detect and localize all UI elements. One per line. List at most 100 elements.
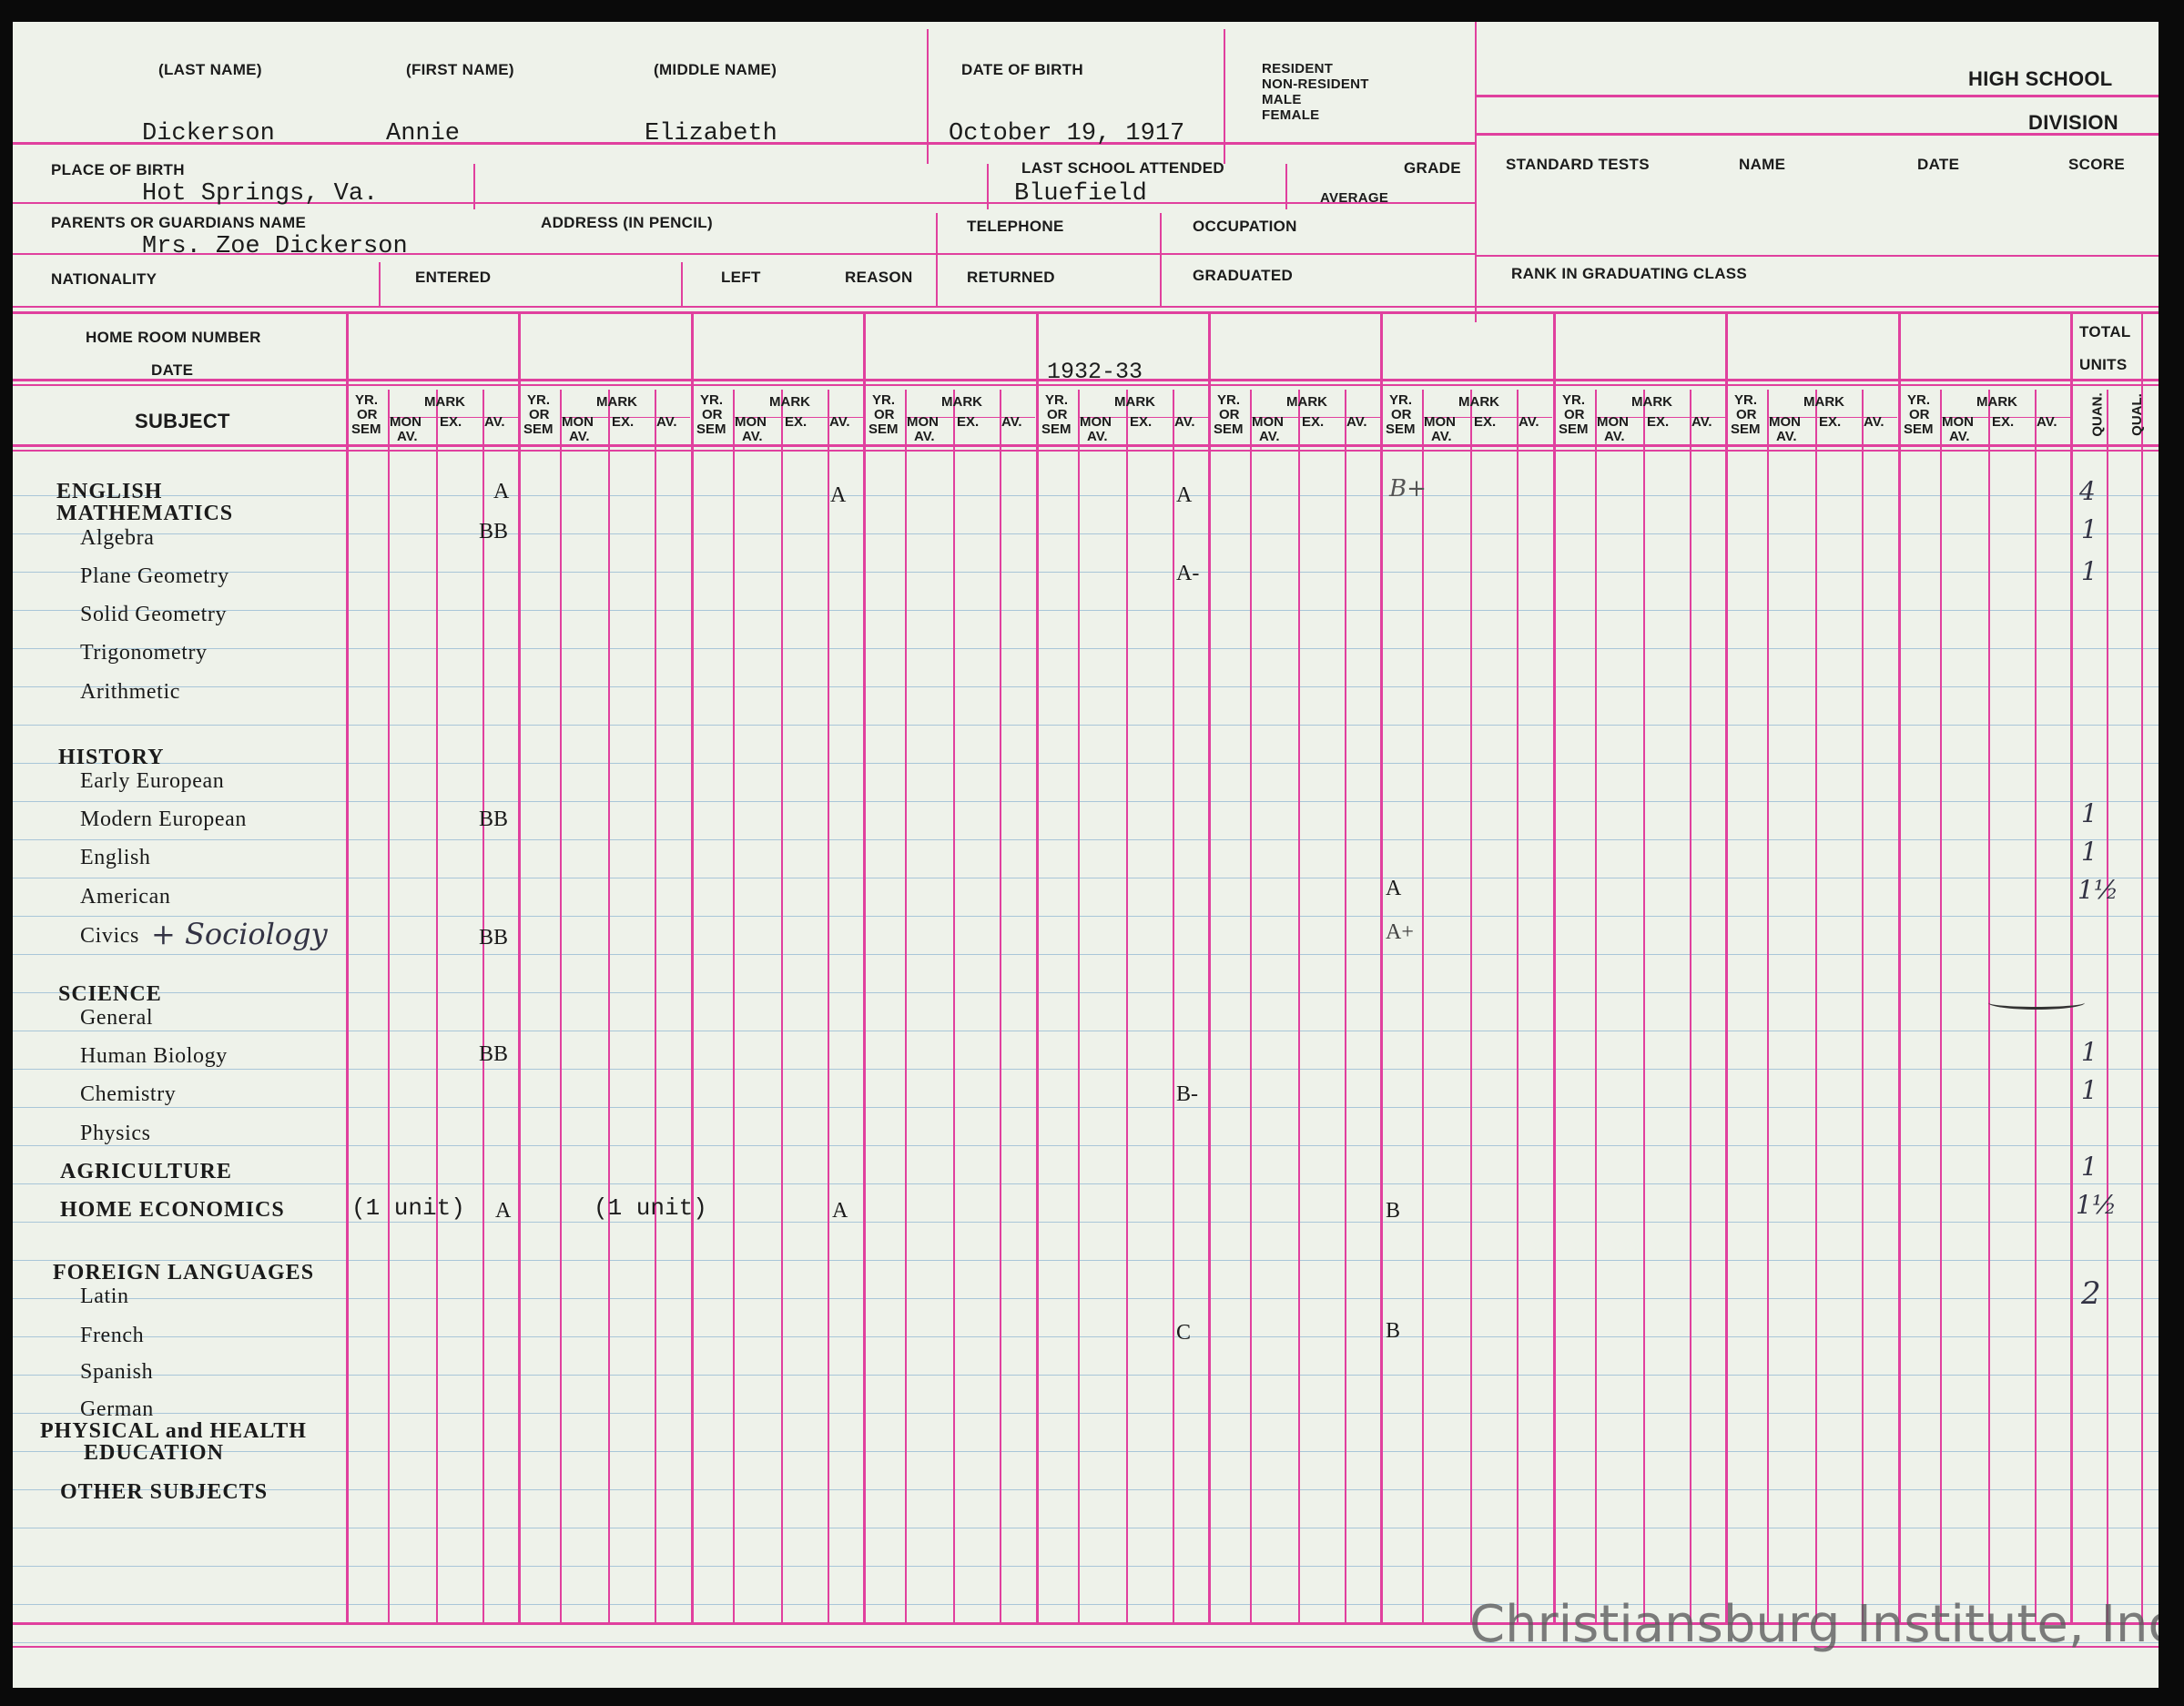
mark-human-biology: BB <box>479 1042 509 1066</box>
rule-h <box>1475 255 2159 257</box>
rule-v <box>927 29 929 164</box>
school-year: 1932-33 <box>1047 359 1143 385</box>
col-ex-label: EX. <box>1647 414 1670 430</box>
col-yr-label: YR. <box>872 392 896 408</box>
standard-tests-label: STANDARD TESTS <box>1506 156 1650 173</box>
subject-physics: Physics <box>80 1122 151 1145</box>
blue-rule <box>13 1222 2159 1223</box>
rule-v <box>379 262 381 308</box>
units-algebra: 1 <box>2081 514 2098 544</box>
col-ex-label: EX. <box>1819 414 1842 430</box>
subject-agriculture: AGRICULTURE <box>60 1160 232 1183</box>
telephone-label: TELEPHONE <box>967 218 1064 235</box>
blue-rule <box>13 572 2159 573</box>
col-mark-label: MARK <box>769 394 810 410</box>
sub-rule <box>828 390 829 1624</box>
occupation-label: OCCUPATION <box>1193 218 1297 235</box>
col-yr-label: YR. <box>1734 392 1758 408</box>
tests-name-label: NAME <box>1739 156 1786 173</box>
sub-rule <box>1767 390 1769 1624</box>
female-label: FEMALE <box>1262 107 1320 123</box>
blue-rule <box>13 1336 2159 1337</box>
col-mark-label: MARK <box>1458 394 1499 410</box>
tests-score-label: SCORE <box>2068 156 2125 173</box>
col-or-label: OR <box>1219 407 1240 422</box>
col-av-label: AV. <box>1174 414 1195 430</box>
col-yr-label: YR. <box>1045 392 1069 408</box>
col-mon-label: MON <box>390 414 422 430</box>
subject-solid-geometry: Solid Geometry <box>80 603 228 626</box>
subject-arithmetic: Arithmetic <box>80 680 180 704</box>
mark-rule <box>388 417 518 418</box>
units-rule <box>2070 313 2073 1624</box>
total-label: TOTAL <box>2079 323 2131 340</box>
blue-rule <box>13 1260 2159 1261</box>
col-sem-label: SEM <box>696 421 726 437</box>
col-or-label: OR <box>1564 407 1585 422</box>
col-yr-label: YR. <box>700 392 724 408</box>
mark-american: A <box>1386 877 1402 900</box>
subject-french: French <box>80 1324 145 1347</box>
units-american: 1½ <box>2077 875 2118 905</box>
mark-rule <box>733 417 863 418</box>
rule-h <box>13 450 2159 452</box>
rule-v <box>936 213 938 306</box>
mark-home-ec-unit-2: (1 unit) <box>594 1194 707 1222</box>
mark-home-ec-2: A <box>832 1199 848 1223</box>
blue-rule <box>13 992 2159 993</box>
col-sem-label: SEM <box>523 421 554 437</box>
sub-rule <box>1815 390 1817 1624</box>
sub-rule <box>1000 390 1001 1624</box>
col-yr-label: YR. <box>1217 392 1241 408</box>
place-of-birth-value: Hot Springs, Va. <box>142 180 379 208</box>
subject-english: ENGLISH <box>56 480 163 503</box>
subject-plane-geometry: Plane Geometry <box>80 564 229 588</box>
subject-mathematics: MATHEMATICS <box>56 502 234 525</box>
col-mon-label: MON <box>1424 414 1456 430</box>
subject-english-history: English <box>80 846 151 869</box>
sub-rule <box>1078 390 1080 1624</box>
col-or-label: OR <box>874 407 895 422</box>
subject-early-european: Early European <box>80 769 225 793</box>
qual-label: QUAL. <box>2128 393 2145 436</box>
rule-h <box>13 1646 2159 1648</box>
subject-physical-health: PHYSICAL and HEALTH <box>40 1419 307 1443</box>
col-or-label: OR <box>1391 407 1412 422</box>
col-av-label: AV. <box>484 414 505 430</box>
blue-rule <box>13 533 2159 534</box>
subject-civics: Civics <box>80 924 139 948</box>
blue-rule <box>13 763 2159 764</box>
col-mon-av-label: AV. <box>914 429 935 444</box>
sub-rule <box>483 390 484 1624</box>
rule-v <box>987 164 989 209</box>
blue-rule <box>13 686 2159 687</box>
sub-rule <box>608 390 610 1624</box>
mark-rule <box>1940 417 2070 418</box>
subject-history: HISTORY <box>58 746 165 769</box>
blue-rule <box>13 1489 2159 1490</box>
col-mon-av-label: AV. <box>742 429 763 444</box>
dob-label: DATE OF BIRTH <box>961 61 1083 78</box>
group-rule <box>1208 313 1211 1624</box>
units-english-history: 1 <box>2081 837 2098 867</box>
group-rule <box>1553 313 1556 1624</box>
mark-rule <box>1422 417 1552 418</box>
date-row-label: DATE <box>151 361 194 379</box>
mark-civics-1: BB <box>479 926 509 949</box>
sub-rule <box>1517 390 1519 1624</box>
sub-rule <box>733 390 735 1624</box>
units-home-economics: 1½ <box>2076 1190 2117 1220</box>
blue-rule <box>13 1107 2159 1108</box>
rule-h <box>13 379 2159 381</box>
sub-rule <box>781 390 783 1624</box>
male-label: MALE <box>1262 92 1302 107</box>
col-mon-av-label: AV. <box>1087 429 1108 444</box>
rule-h <box>1475 95 2159 97</box>
group-rule <box>1898 313 1901 1624</box>
mark-home-ec-unit-1: (1 unit) <box>351 1194 465 1222</box>
last-name-value: Dickerson <box>142 120 275 147</box>
blue-rule <box>13 916 2159 917</box>
col-av-label: AV. <box>1001 414 1022 430</box>
mark-chemistry: B- <box>1176 1082 1198 1106</box>
group-rule <box>1380 313 1383 1624</box>
